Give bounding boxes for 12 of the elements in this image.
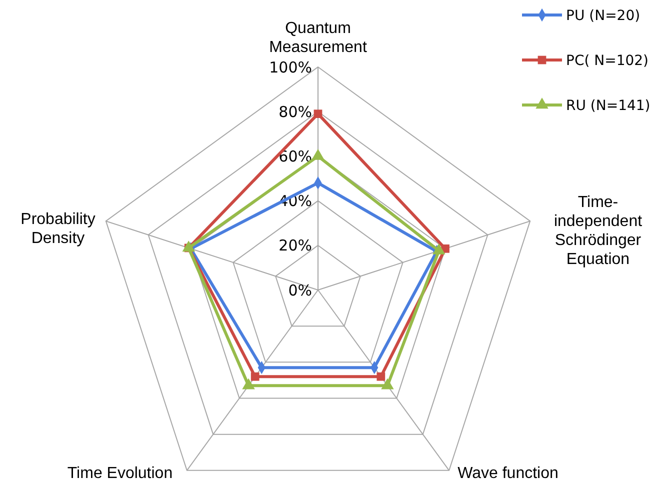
spoke-label: Probability Density	[20, 211, 96, 247]
spoke-label: Time- independent Schrödinger Equation	[554, 194, 643, 268]
y-tick-label: 80%	[278, 102, 312, 121]
spoke-label: Quantum Measurement	[269, 20, 368, 56]
y-tick-label: 100%	[269, 58, 312, 76]
spoke-label: Wave function	[458, 465, 558, 482]
legend-label: RU (N=141)	[566, 98, 650, 114]
spoke-label: Time Evolution	[67, 465, 173, 482]
legend-label: PU (N=20)	[566, 8, 640, 24]
legend-label: PC( N=102)	[566, 52, 649, 69]
y-tick-label: 0%	[288, 281, 312, 300]
y-tick-label: 20%	[278, 236, 312, 255]
